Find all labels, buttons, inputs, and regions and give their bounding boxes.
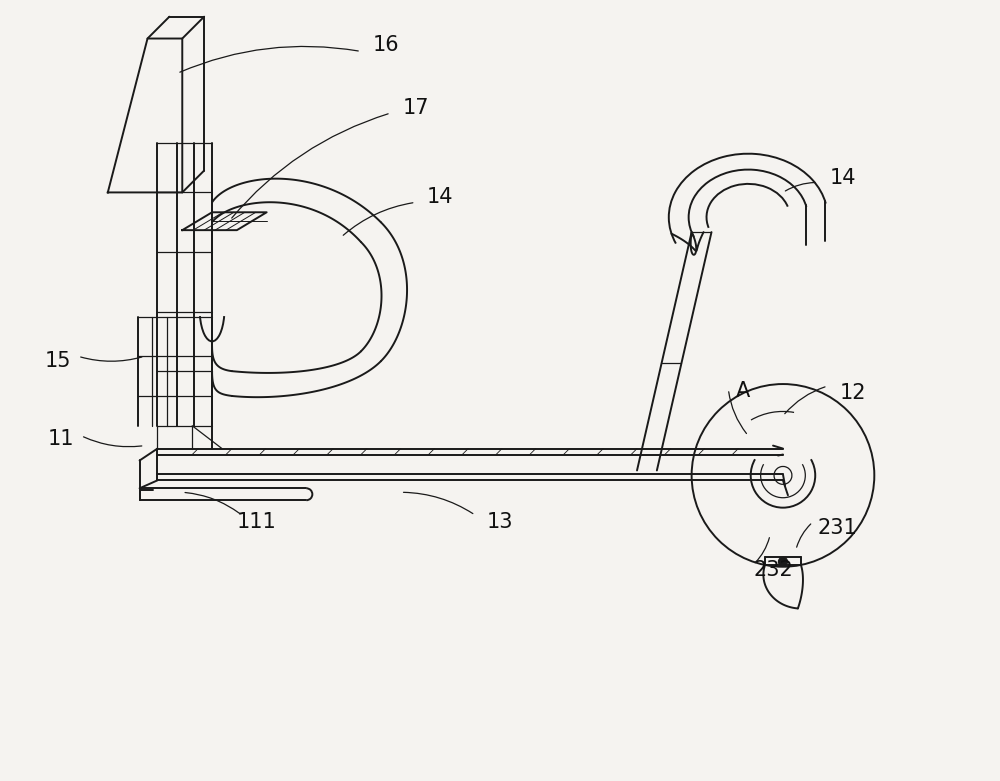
Text: 14: 14 [829,168,856,187]
Text: 14: 14 [427,187,454,208]
Text: 231: 231 [818,518,857,538]
Text: 13: 13 [487,512,513,532]
Text: 16: 16 [373,35,399,55]
Text: 15: 15 [45,351,71,371]
Text: 111: 111 [237,512,277,532]
Text: 232: 232 [753,560,793,580]
Text: A: A [736,381,750,401]
Text: 11: 11 [48,429,74,448]
Text: 12: 12 [839,383,866,403]
Circle shape [779,558,787,566]
Text: 17: 17 [402,98,429,118]
